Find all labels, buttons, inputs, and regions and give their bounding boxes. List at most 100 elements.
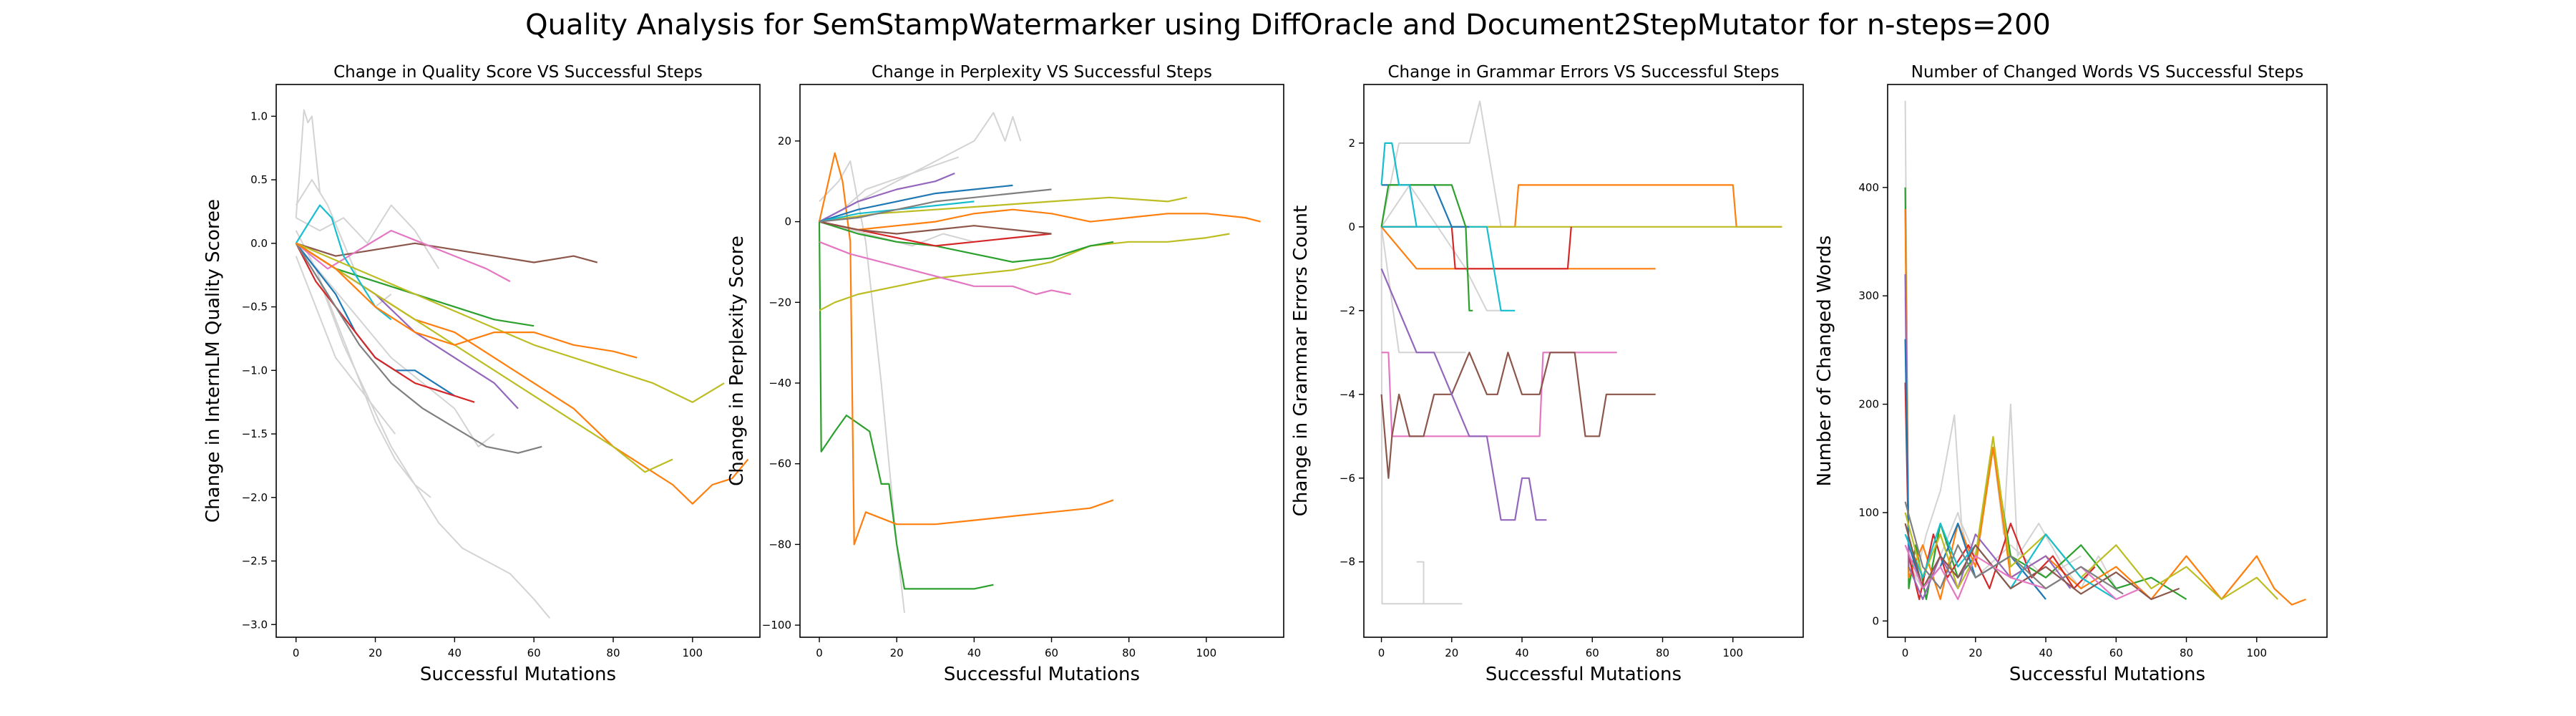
series-line-5 xyxy=(818,221,994,590)
chart-panels: 0 20 40 60 80 1001.00.50.0−0.5−1.0−1.5−2.0−2.… xyxy=(203,63,2328,685)
x-tick-label: 0 xyxy=(1378,647,1385,659)
x-tick-label: 80 xyxy=(1656,647,1669,659)
y-axis-label: Number of Changed Words xyxy=(1814,236,1835,487)
y-tick-label: −20 xyxy=(769,296,791,309)
series-line-5 xyxy=(1380,184,1508,311)
x-tick-label: 20 xyxy=(1968,647,1982,659)
series-line-14 xyxy=(296,230,511,283)
plot-frame xyxy=(799,84,1284,638)
series-line-16 xyxy=(1380,142,1435,228)
y-tick-label: −2 xyxy=(1340,304,1355,317)
series-line-9 xyxy=(819,196,1188,223)
chart-title: Change in Grammar Errors VS Successful S… xyxy=(1387,63,1779,82)
series-line-17 xyxy=(295,204,392,321)
x-tick-label: 60 xyxy=(1586,647,1599,659)
y-tick-label: 100 xyxy=(1858,506,1879,519)
series-line-15 xyxy=(819,221,1052,235)
y-tick-label: 1.0 xyxy=(250,110,268,122)
y-tick-label: 300 xyxy=(1858,289,1879,302)
y-tick-label: −60 xyxy=(769,458,791,470)
chart-title: Number of Changed Words VS Successful St… xyxy=(1911,63,2304,82)
x-tick-label: 40 xyxy=(2039,647,2052,659)
x-tick-label: 80 xyxy=(606,647,620,659)
x-tick-label: 0 xyxy=(816,647,823,659)
series-group xyxy=(1380,100,1782,605)
series-line-6 xyxy=(818,152,1114,546)
series-line-13 xyxy=(296,242,598,263)
series-line-2 xyxy=(819,112,1022,223)
x-tick-label: 100 xyxy=(1196,647,1217,659)
y-tick-label: 0.0 xyxy=(250,237,268,250)
y-tick-label: −8 xyxy=(1340,556,1355,569)
x-tick-label: 20 xyxy=(1445,647,1458,659)
y-axis-label: Change in Grammar Errors Count xyxy=(1290,205,1312,516)
y-tick-label: −2.0 xyxy=(242,491,268,504)
series-line-14 xyxy=(819,184,1013,223)
x-tick-label: 100 xyxy=(2246,647,2267,659)
y-tick-label: −1.0 xyxy=(242,364,268,377)
y-tick-label: 200 xyxy=(1858,398,1879,411)
x-axis-label: Successful Mutations xyxy=(420,664,616,685)
series-line-11 xyxy=(819,221,1114,263)
series-line-10 xyxy=(1904,523,2180,601)
x-tick-label: 60 xyxy=(2109,647,2123,659)
y-axis-label: Change in InternLM Quality Scoree xyxy=(203,199,224,523)
x-tick-label: 0 xyxy=(293,647,300,659)
plot-frame xyxy=(1363,84,1804,638)
y-tick-label: −1.5 xyxy=(242,427,268,440)
y-tick-label: 0 xyxy=(1348,221,1355,233)
series-line-9 xyxy=(1381,226,1572,270)
series-line-19 xyxy=(296,242,638,359)
series-line-8 xyxy=(819,233,1230,311)
chart-panel-1: 0 20 40 60 80 100 1.0 0.5 0.0 −0.5 −1.0 −1.5 −2.0 −2.… xyxy=(203,63,761,685)
x-tick-label: 20 xyxy=(890,647,904,659)
plot-frame xyxy=(1887,84,2328,638)
series-line-18 xyxy=(296,242,725,403)
x-tick-label: 20 xyxy=(369,647,382,659)
series-line-11 xyxy=(295,243,475,403)
x-tick-label: 80 xyxy=(1122,647,1136,659)
series-line-7 xyxy=(819,208,1261,231)
series-group xyxy=(295,109,749,619)
y-tick-label: −0.5 xyxy=(242,301,268,314)
series-group xyxy=(818,112,1261,614)
y-tick-label: 20 xyxy=(778,135,791,147)
chart-title: Change in Quality Score VS Successful St… xyxy=(333,63,703,82)
series-line-3 xyxy=(1904,187,2187,601)
series-line-15 xyxy=(295,243,542,454)
chart-panel-4: 0 20 40 60 80 100 400 300 200 100 0 Number of Chang… xyxy=(1814,63,2328,685)
x-tick-label: 60 xyxy=(527,647,541,659)
x-tick-label: 100 xyxy=(682,647,703,659)
series-group xyxy=(1904,100,2306,606)
series-line-2 xyxy=(1380,100,1502,228)
x-tick-label: 40 xyxy=(967,647,981,659)
y-axis-label: Change in Perplexity Score xyxy=(726,236,748,486)
series-line-1 xyxy=(295,109,321,218)
chart-panel-2: 0 20 40 60 80 100 20 0 −20 −40 −60 −80 −100 Change in… xyxy=(726,63,1284,685)
y-tick-label: −3.0 xyxy=(242,618,268,631)
y-tick-label: −40 xyxy=(769,377,791,390)
y-tick-label: 400 xyxy=(1858,181,1879,194)
series-line-13 xyxy=(819,172,955,223)
series-line-7 xyxy=(295,256,396,435)
y-tick-label: 0 xyxy=(784,216,791,228)
series-line-12 xyxy=(1904,501,2124,595)
x-axis-label: Successful Mutations xyxy=(1485,664,1682,685)
y-tick-label: −80 xyxy=(769,538,791,551)
x-tick-label: 40 xyxy=(1515,647,1528,659)
x-tick-label: 0 xyxy=(1902,647,1909,659)
series-line-2 xyxy=(295,243,551,619)
series-line-17 xyxy=(819,188,1052,223)
series-line-5 xyxy=(1904,382,2096,601)
x-axis-label: Successful Mutations xyxy=(944,664,1140,685)
y-tick-label: 0.5 xyxy=(250,173,268,186)
y-tick-label: 0 xyxy=(1872,614,1879,627)
x-tick-label: 80 xyxy=(2180,647,2193,659)
figure-suptitle: Quality Analysis for SemStampWatermarker… xyxy=(525,9,2051,42)
series-line-4 xyxy=(1416,561,1425,604)
series-line-1 xyxy=(1380,226,1463,605)
series-line-10 xyxy=(819,241,1071,296)
series-line-15 xyxy=(1380,184,1473,311)
